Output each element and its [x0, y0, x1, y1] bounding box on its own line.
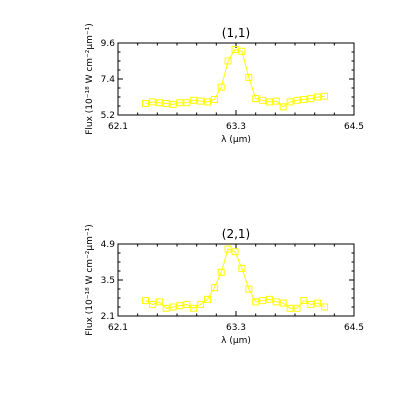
x-axis-label: λ (μm) [221, 336, 251, 346]
data-point [183, 300, 191, 308]
data-point [231, 248, 239, 256]
data-point [169, 100, 177, 108]
series-line [145, 48, 325, 108]
data-point [155, 99, 163, 107]
data-point [321, 303, 328, 311]
data-point [162, 304, 170, 312]
data-point [190, 304, 198, 312]
data-point [259, 96, 266, 104]
y-tick-label: 7.4 [101, 75, 116, 85]
data-point [307, 300, 315, 308]
chart-panel-1: (1,1) 62.1 63.3 64.5 5.2 7.4 9.6 λ (μm) Flux (10… [85, 23, 364, 145]
y-tick-label: 5.2 [101, 111, 115, 121]
data-point [142, 297, 149, 305]
data-point [300, 297, 308, 305]
data-point [176, 302, 184, 310]
data-point [204, 295, 211, 303]
x-tick-label: 64.5 [344, 122, 364, 132]
data-point [210, 284, 218, 292]
data-point [245, 285, 253, 293]
y-tick-label: 9.6 [101, 39, 116, 49]
data-point [231, 46, 239, 53]
plot-frame [117, 42, 355, 116]
x-tick-label: 64.5 [344, 323, 364, 333]
data-point [197, 300, 205, 308]
x-tick-label: 63.3 [226, 122, 246, 132]
data-point [176, 99, 184, 107]
data-point [245, 73, 253, 81]
x-tick-label: 63.3 [226, 323, 246, 333]
data-point [293, 96, 301, 104]
chart-panel-2: (2,1) 62.1 63.3 64.5 2.1 3.5 4.9 λ (μm) Flux (10… [85, 224, 364, 346]
data-point [272, 298, 280, 306]
data-point [238, 264, 246, 272]
data-point [259, 297, 266, 305]
data-point [238, 47, 246, 55]
data-point [265, 98, 273, 106]
data-point [162, 100, 170, 107]
data-point [224, 245, 232, 253]
data-point [279, 299, 287, 307]
data-point [279, 103, 287, 111]
data-point [300, 96, 308, 103]
data-point [155, 298, 163, 306]
data-point [197, 97, 205, 105]
data-point [204, 98, 211, 106]
data-point [190, 96, 198, 104]
y-tick-label: 2.1 [101, 312, 115, 322]
data-point [307, 95, 315, 103]
data-point [183, 99, 191, 107]
data-point [321, 92, 328, 100]
data-point [286, 304, 294, 312]
y-tick-label: 3.5 [101, 276, 115, 286]
y-tick-label: 4.9 [101, 240, 116, 250]
data-point [272, 97, 280, 105]
data-point [314, 299, 322, 307]
data-point [148, 98, 156, 106]
x-tick-label: 62.1 [108, 323, 128, 333]
x-tick-label: 62.1 [108, 122, 128, 132]
y-axis-label: Flux (10⁻¹⁸ W cm⁻²μm⁻¹) [85, 224, 95, 336]
chart-title: (2,1) [222, 227, 250, 241]
data-point [217, 268, 225, 276]
x-axis-label: λ (μm) [221, 135, 251, 145]
data-point [169, 303, 177, 311]
data-point [142, 100, 149, 107]
data-point [252, 298, 260, 306]
data-point [210, 96, 218, 103]
data-point [286, 98, 294, 106]
data-point [148, 300, 156, 308]
data-point [293, 304, 301, 312]
data-point [217, 83, 225, 91]
data-point [252, 95, 260, 103]
series-line [145, 248, 325, 309]
data-point [224, 57, 232, 65]
y-axis-label: Flux (10⁻¹⁸ W cm⁻²μm⁻¹) [85, 23, 95, 135]
data-point [314, 93, 322, 101]
data-point [265, 295, 273, 303]
chart-title: (1,1) [222, 26, 250, 40]
